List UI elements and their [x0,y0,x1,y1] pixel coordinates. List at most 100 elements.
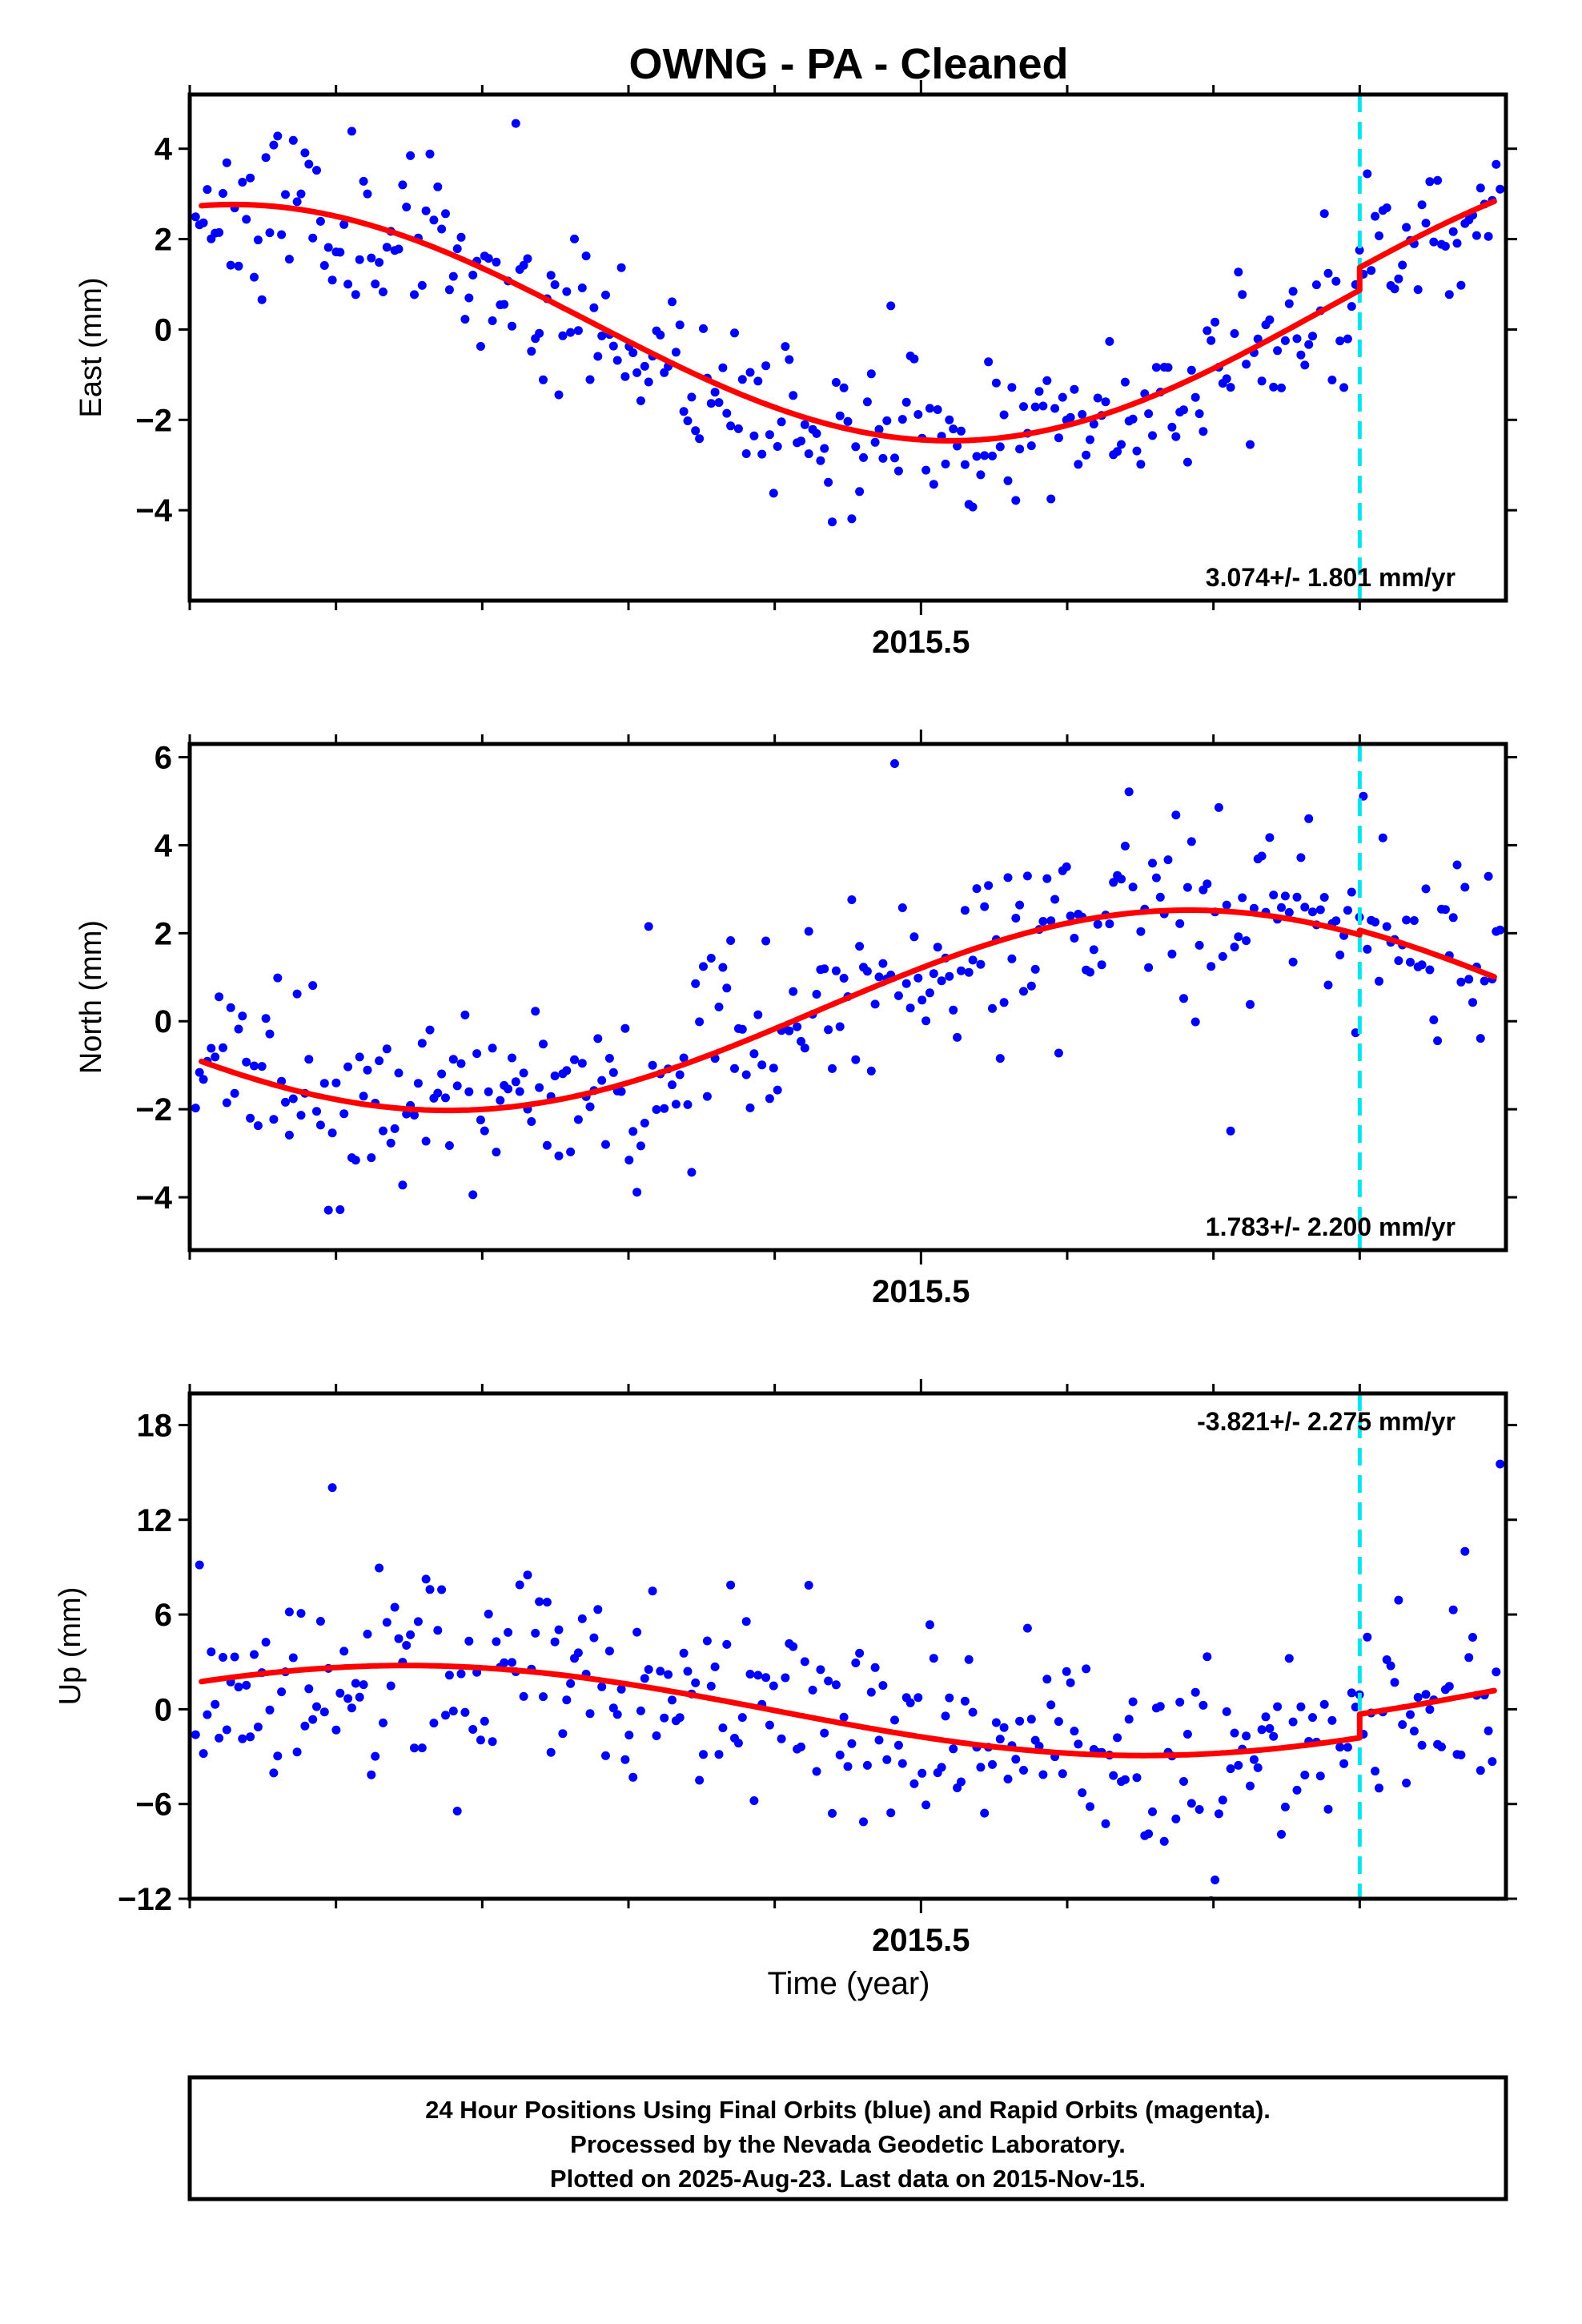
data-point [722,983,732,993]
y-tick-label: 18 [137,1408,173,1443]
data-point [1257,851,1267,861]
data-point [1066,412,1075,422]
data-point [425,149,435,159]
data-point [433,182,443,191]
data-point [706,1682,716,1691]
data-point [1074,1739,1083,1749]
data-point [1429,237,1439,247]
data-point [1117,875,1126,884]
data-point [957,966,966,975]
data-point [542,1140,552,1150]
data-point [1339,1759,1349,1768]
data-point [976,1763,986,1772]
data-point [261,1638,271,1647]
data-point [761,1673,771,1683]
data-point [1207,962,1216,971]
data-point [1319,893,1329,902]
data-point [230,1652,239,1662]
data-point [925,1620,934,1630]
data-point [855,487,865,497]
data-point [508,1053,516,1063]
data-point [367,253,376,263]
data-point [1277,903,1286,912]
data-point [1062,862,1071,871]
data-point [315,1120,325,1130]
data-point [359,176,368,186]
data-point [640,1674,649,1683]
data-point [1375,1783,1383,1793]
data-point [371,1751,380,1761]
data-point [679,1053,689,1063]
data-point [601,290,610,300]
data-point [1421,219,1431,228]
data-point [476,1735,485,1745]
data-point [215,992,224,1002]
data-point [1101,397,1110,407]
data-point [1070,384,1079,394]
data-point [335,247,345,257]
data-point [386,1138,396,1148]
data-point [238,178,247,187]
data-point [542,1598,552,1607]
data-point [597,1076,607,1085]
data-point [1186,837,1196,846]
data-point [464,1087,474,1096]
data-point [1038,917,1048,926]
data-point [702,1636,712,1646]
data-point [714,1002,724,1011]
model-fit-line [199,1663,1497,1759]
data-point [386,1681,396,1691]
data-point [1117,440,1126,449]
data-point [468,1725,478,1734]
data-point [1019,987,1028,996]
data-point [406,1630,416,1639]
data-point [1417,200,1427,210]
data-point [1214,1809,1223,1819]
data-point [363,1065,372,1075]
data-point [550,1072,560,1080]
data-point [1417,960,1427,970]
data-point [781,1673,790,1683]
data-point [1460,1546,1470,1556]
data-point [893,991,903,1000]
data-point [656,330,665,340]
data-point [253,1121,263,1131]
data-point [577,1059,587,1068]
data-point [820,1728,829,1738]
data-point [870,999,880,1009]
data-point [855,1648,865,1658]
data-point [535,328,544,338]
data-point [1452,860,1462,870]
data-point [444,285,454,295]
data-point [644,922,653,931]
data-point [1425,965,1435,975]
data-point [897,903,907,912]
data-point [367,1153,376,1163]
data-point [456,232,466,242]
data-point [1003,873,1013,883]
data-point [749,431,759,440]
data-point [636,1141,645,1151]
data-point [1163,363,1173,372]
data-point [1402,1779,1411,1787]
data-point [1335,1743,1345,1752]
data-point [839,1712,849,1722]
data-point [339,1109,349,1119]
data-point [211,1699,220,1709]
data-point [668,297,677,307]
data-point [504,1084,513,1094]
data-point [1148,1807,1157,1816]
data-point [539,1039,548,1049]
data-point [1444,290,1454,300]
data-point [292,197,302,207]
footer-line-3: Plotted on 2025-Aug-23. Last data on 201… [550,2165,1146,2193]
data-point [585,1709,595,1719]
y-axis-label: Up (mm) [54,1587,87,1706]
data-point [1050,895,1060,904]
data-point [749,1796,759,1805]
data-point [1046,916,1056,926]
chart-title: OWNG - PA - Cleaned [628,40,1068,88]
data-point [1179,405,1188,415]
data-point [1456,280,1466,290]
data-point [913,1693,923,1703]
